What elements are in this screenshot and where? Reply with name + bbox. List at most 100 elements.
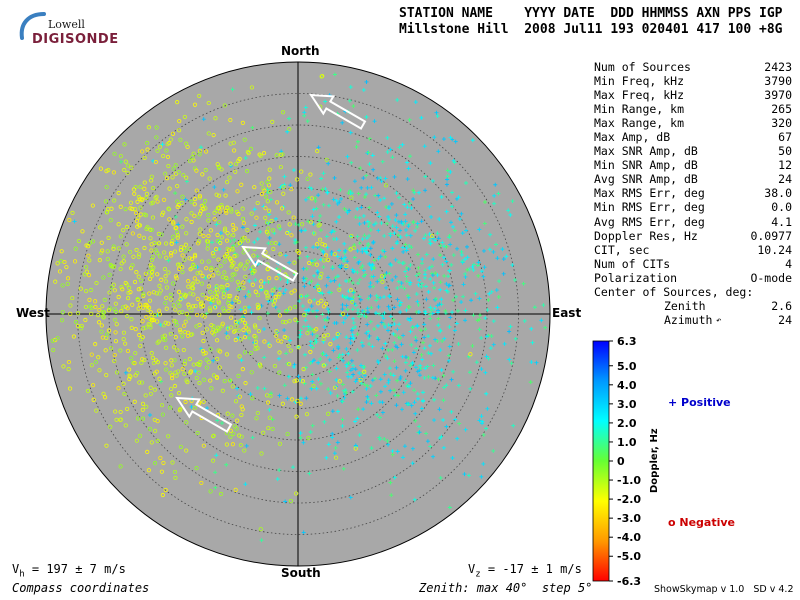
positive-source-mark <box>301 530 306 535</box>
colorbar-tick-label: -3.0 <box>617 512 641 525</box>
positive-source-mark <box>311 207 316 212</box>
positive-source-mark <box>468 386 473 391</box>
negative-source-mark <box>258 526 263 532</box>
negative-source-mark <box>201 338 206 344</box>
negative-source-mark <box>239 412 244 418</box>
negative-source-mark <box>164 148 169 153</box>
negative-source-mark <box>173 274 179 279</box>
negative-source-mark <box>127 285 132 291</box>
positive-source-mark <box>430 311 435 316</box>
positive-source-mark <box>474 360 479 365</box>
positive-source-mark <box>321 265 326 270</box>
positive-source-mark <box>382 436 387 441</box>
stat-label: Min Freq, kHz <box>594 74 685 89</box>
negative-source-mark <box>177 262 182 267</box>
positive-source-mark <box>415 369 420 374</box>
positive-source-mark <box>452 228 457 233</box>
negative-source-mark <box>213 116 218 121</box>
negative-source-mark <box>152 371 157 376</box>
positive-source-mark <box>310 345 315 350</box>
positive-source-mark <box>211 358 216 363</box>
positive-source-mark <box>320 362 325 367</box>
negative-source-mark <box>326 411 331 416</box>
positive-source-mark <box>407 201 412 206</box>
positive-source-mark <box>246 289 251 294</box>
negative-source-mark <box>101 315 106 320</box>
positive-source-mark <box>427 238 432 243</box>
negative-source-mark <box>287 222 292 227</box>
colorbar-bar <box>592 340 610 582</box>
negative-source-mark <box>191 362 196 367</box>
positive-source-mark <box>291 465 296 470</box>
negative-source-mark <box>316 223 321 228</box>
positive-source-mark <box>405 293 410 298</box>
negative-source-mark <box>213 305 218 310</box>
negative-source-mark <box>142 245 147 251</box>
negative-source-mark <box>180 224 185 229</box>
negative-source-mark <box>207 306 212 311</box>
stat-row: Min Freq, kHz 3790 <box>594 74 792 88</box>
negative-source-mark <box>180 265 185 270</box>
positive-source-mark <box>427 204 432 209</box>
positive-source-mark <box>415 391 420 396</box>
negative-source-mark <box>186 305 192 310</box>
positive-source-mark <box>344 279 349 284</box>
negative-source-mark <box>123 341 128 346</box>
positive-source-mark <box>409 342 414 347</box>
positive-source-mark <box>334 366 339 371</box>
negative-source-mark <box>332 251 337 257</box>
positive-source-mark <box>342 241 347 246</box>
positive-source-mark <box>390 155 395 160</box>
positive-source-mark <box>464 228 469 233</box>
positive-source-mark <box>293 222 298 227</box>
positive-source-mark <box>389 493 394 498</box>
negative-source-mark <box>152 387 158 392</box>
positive-source-mark <box>393 218 398 223</box>
negative-source-mark <box>271 302 276 307</box>
positive-source-mark <box>119 159 124 164</box>
positive-source-mark <box>415 396 420 401</box>
positive-source-mark <box>348 336 353 341</box>
negative-source-mark <box>243 325 248 330</box>
negative-source-mark <box>218 491 224 497</box>
negative-source-mark <box>112 317 118 322</box>
negative-source-mark <box>127 376 132 382</box>
positive-source-mark <box>370 153 375 158</box>
negative-source-mark <box>291 215 296 220</box>
negative-source-mark <box>241 280 246 285</box>
negative-source-mark <box>99 329 104 334</box>
negative-source-mark <box>67 217 72 223</box>
negative-source-mark <box>307 260 312 266</box>
positive-source-mark <box>453 139 458 144</box>
negative-source-mark <box>226 308 231 314</box>
positive-source-mark <box>489 334 494 339</box>
positive-source-mark <box>447 268 452 273</box>
negative-source-mark <box>201 399 206 404</box>
positive-source-mark <box>315 333 320 338</box>
negative-source-mark <box>232 254 237 259</box>
positive-source-mark <box>450 190 455 195</box>
positive-source-mark <box>408 262 413 267</box>
negative-source-mark <box>147 298 153 303</box>
positive-source-mark <box>343 266 348 271</box>
negative-source-mark <box>335 331 340 337</box>
positive-source-mark <box>303 245 308 250</box>
negative-source-mark <box>219 167 224 172</box>
negative-source-mark <box>324 157 329 162</box>
stat-row: Num of CITs 4 <box>594 257 792 271</box>
negative-source-mark <box>227 175 232 180</box>
positive-source-mark <box>382 272 387 277</box>
positive-source-mark <box>418 328 423 333</box>
positive-source-mark <box>287 260 292 265</box>
stat-label: Min SNR Amp, dB <box>594 158 698 173</box>
negative-source-mark <box>230 272 235 277</box>
negative-source-mark <box>245 169 250 174</box>
positive-source-mark <box>409 403 414 408</box>
positive-source-mark <box>510 263 515 268</box>
negative-source-mark <box>208 378 213 383</box>
positive-source-mark <box>380 346 385 351</box>
negative-source-mark <box>253 289 258 294</box>
negative-source-mark <box>231 431 236 436</box>
positive-source-mark <box>460 259 465 264</box>
negative-source-mark <box>214 375 220 380</box>
